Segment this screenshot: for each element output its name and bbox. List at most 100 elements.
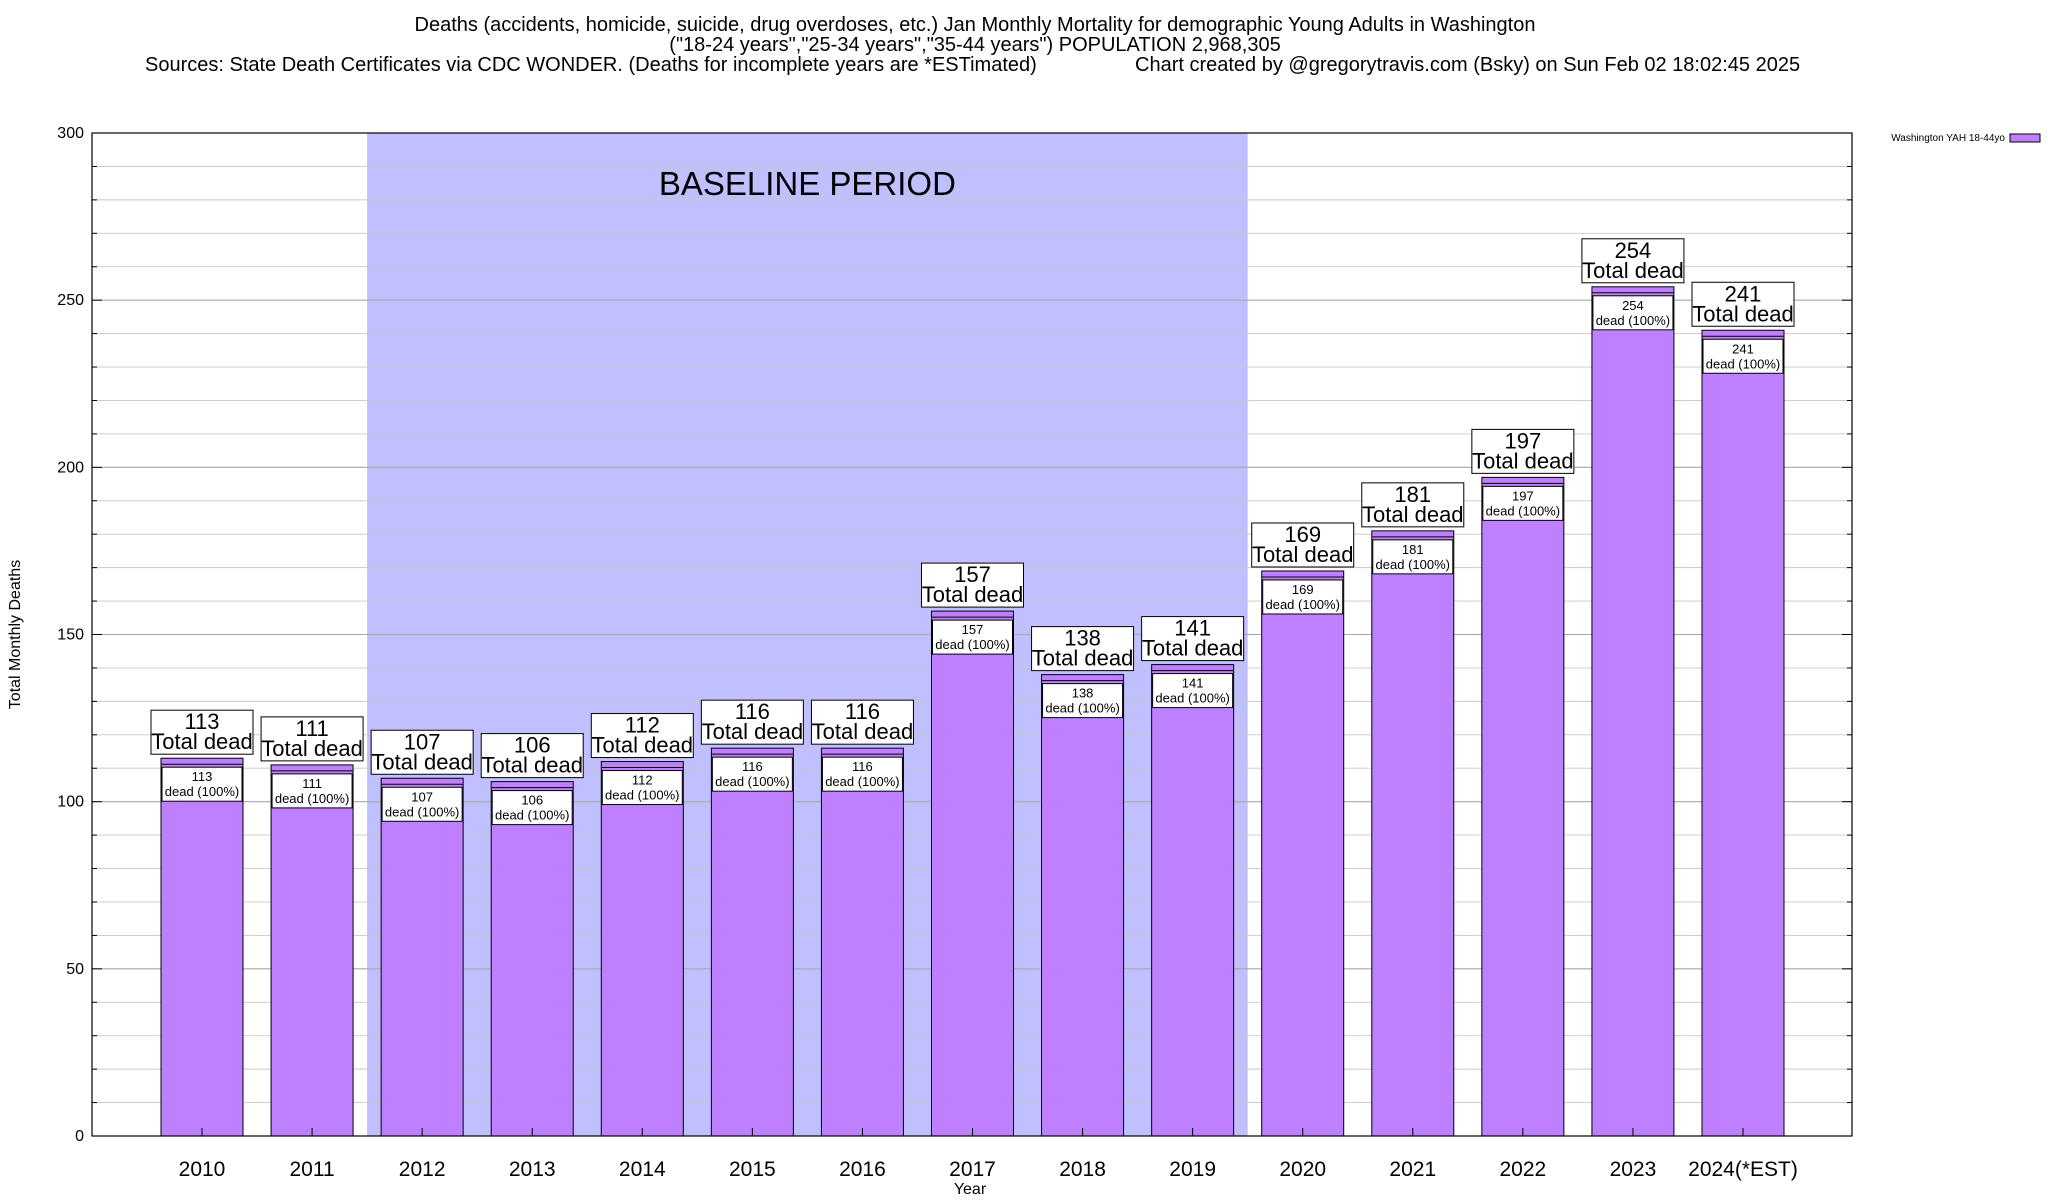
legend-label: Washington YAH 18-44yo — [1891, 133, 2005, 144]
x-tick-label: 2013 — [509, 1158, 556, 1181]
x-tick-label: 2022 — [1499, 1158, 1546, 1181]
y-tick-label: 300 — [57, 125, 84, 142]
x-tick-label: 2015 — [729, 1158, 776, 1181]
inner-label-value: 157 — [962, 622, 984, 637]
baseline-band-label: BASELINE PERIOD — [659, 165, 956, 202]
inner-label-value: 141 — [1182, 676, 1204, 691]
total-label-value: 181 — [1394, 482, 1431, 507]
total-label-text: Total dead — [151, 729, 253, 754]
bar — [710, 747, 794, 1137]
inner-label-value: 116 — [852, 759, 873, 774]
inner-label-text: dead (100%) — [1045, 701, 1119, 716]
x-tick-label: 2014 — [619, 1158, 666, 1181]
total-label-box — [260, 716, 364, 762]
total-label-box — [1251, 522, 1355, 568]
total-label-value: 112 — [625, 713, 660, 738]
total-label-box — [590, 713, 694, 759]
total-label-value: 106 — [514, 733, 551, 758]
bar — [490, 781, 574, 1137]
inner-label-value: 111 — [302, 776, 322, 791]
inner-label-value: 181 — [1402, 542, 1424, 557]
chart-subtitle: ("18-24 years","25-34 years","35-44 year… — [669, 34, 1280, 56]
total-label-value: 241 — [1725, 281, 1762, 306]
total-label-text: Total dead — [1032, 646, 1134, 671]
inner-label-text: dead (100%) — [1706, 356, 1780, 371]
total-label-box — [700, 699, 804, 745]
inner-label-text: dead (100%) — [385, 804, 459, 819]
inner-label-text: dead (100%) — [165, 784, 239, 799]
y-axis: 0 50 100 150 200 250 300 — [57, 125, 1852, 1145]
inner-label-value: 254 — [1622, 298, 1644, 313]
bar — [1041, 674, 1125, 1137]
total-label-value: 113 — [184, 709, 219, 734]
inner-label-box — [1702, 338, 1784, 374]
total-label-box — [810, 699, 914, 745]
inner-label-value: 241 — [1732, 341, 1754, 356]
total-label-text: Total dead — [922, 582, 1024, 607]
total-label-box — [1691, 281, 1795, 327]
bar — [380, 777, 464, 1137]
total-label-text: Total dead — [1362, 502, 1464, 527]
total-label-text: Total dead — [812, 719, 914, 744]
chart-credit: Chart created by @gregorytravis.com (Bsk… — [1135, 54, 1800, 76]
total-label-value: 107 — [404, 729, 441, 754]
inner-label-text: dead (100%) — [1596, 313, 1670, 328]
inner-label-value: 113 — [192, 769, 213, 784]
inner-label-text: dead (100%) — [825, 774, 899, 789]
inner-label-box — [932, 619, 1013, 655]
x-tick-label: 2011 — [289, 1158, 334, 1181]
bar — [160, 757, 244, 1137]
total-label-box — [480, 733, 584, 779]
inner-label-box — [161, 766, 243, 802]
total-label-box — [150, 709, 254, 755]
total-label-box — [1581, 238, 1685, 284]
inner-label-value: 169 — [1292, 582, 1314, 597]
x-axis-title: Year — [954, 1181, 987, 1198]
inner-label-box — [1152, 673, 1234, 709]
total-label-box — [1361, 482, 1465, 528]
bars — [160, 286, 1785, 1137]
bar — [1261, 570, 1345, 1137]
inner-label-box — [1042, 683, 1124, 719]
total-label-text: Total dead — [1252, 542, 1354, 567]
inner-label-value: 107 — [411, 789, 433, 804]
x-tick-label: 2024(*EST) — [1688, 1158, 1798, 1181]
y-tick-label: 150 — [57, 627, 84, 644]
bar — [600, 761, 684, 1137]
total-label-text: Total dead — [702, 719, 804, 744]
y-tick-label: 250 — [57, 292, 84, 309]
x-tick-label: 2018 — [1059, 1158, 1106, 1181]
total-label-value: 116 — [735, 699, 770, 724]
inner-label-text: dead (100%) — [715, 774, 789, 789]
inner-label-text: dead (100%) — [495, 808, 569, 823]
total-label-value: 138 — [1064, 626, 1101, 651]
x-tick-label: 2020 — [1279, 1158, 1326, 1181]
y-tick-label: 50 — [66, 961, 84, 978]
inner-label-value: 112 — [632, 773, 653, 788]
legend: Washington YAH 18-44yo — [1891, 133, 2041, 144]
inner-label-text: dead (100%) — [1265, 597, 1339, 612]
total-label-box — [370, 729, 474, 775]
chart-title: Deaths (accidents, homicide, suicide, dr… — [415, 14, 1536, 36]
bar — [270, 764, 354, 1137]
bar — [931, 610, 1014, 1137]
x-tick-label: 2019 — [1169, 1158, 1216, 1181]
y-tick-label: 200 — [57, 459, 84, 476]
x-tick-label: 2021 — [1389, 1158, 1436, 1181]
total-label-box — [1031, 626, 1135, 672]
bar — [1371, 530, 1455, 1137]
total-label-box — [1471, 428, 1575, 474]
inner-label-text: dead (100%) — [275, 791, 349, 806]
x-tick-label: 2017 — [949, 1158, 996, 1181]
total-label-value: 254 — [1615, 238, 1652, 263]
total-label-box — [921, 562, 1024, 608]
total-label-value: 141 — [1174, 616, 1211, 641]
total-label-value: 197 — [1504, 428, 1541, 453]
total-label-text: Total dead — [1472, 448, 1574, 473]
inner-label-box — [821, 756, 903, 792]
inner-label-text: dead (100%) — [605, 788, 679, 803]
bar — [1591, 286, 1675, 1137]
inner-label-text: dead (100%) — [1376, 557, 1450, 572]
inner-label-value: 116 — [742, 759, 763, 774]
